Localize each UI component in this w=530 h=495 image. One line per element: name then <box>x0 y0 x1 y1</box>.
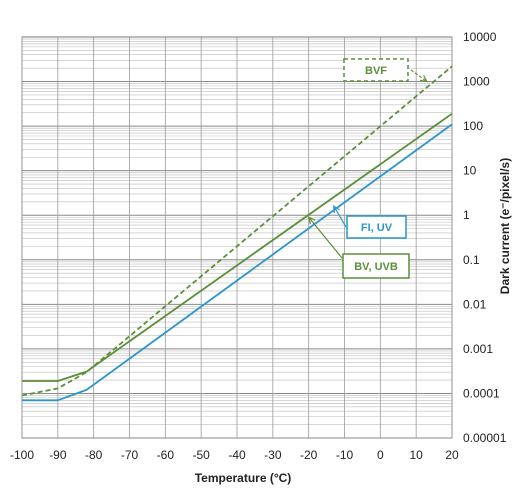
y-tick-label: 0.001 <box>463 342 493 356</box>
x-tick-labels: -100 -90 -80 -70 -60 -50 -40 -30 -20 -10 0 10 20 <box>10 448 459 462</box>
series-label-text: BV, UVB <box>354 261 398 273</box>
y-tick-label: 1000 <box>463 75 490 89</box>
x-tick-label: -80 <box>85 448 103 462</box>
label-arrow <box>308 216 343 259</box>
chart-series <box>21 65 453 402</box>
y-tick-label: 0.0001 <box>463 386 500 400</box>
x-tick-label: 20 <box>445 448 459 462</box>
y-axis-title: Dark current (e⁻/pixel/s) <box>498 158 512 294</box>
series-line <box>21 65 453 397</box>
x-tick-label: -60 <box>157 448 175 462</box>
arrow-head <box>307 216 316 225</box>
y-tick-label: 10000 <box>463 30 497 44</box>
y-tick-label: 1 <box>463 208 470 222</box>
y-tick-label: 100 <box>463 119 483 133</box>
series-line <box>22 112 453 382</box>
series-label-text: BVF <box>365 65 387 77</box>
label-arrow <box>410 69 428 83</box>
arrow-head <box>419 75 429 83</box>
x-tick-label: 10 <box>409 448 423 462</box>
x-tick-label: -100 <box>10 448 34 462</box>
label-arrow <box>333 205 347 228</box>
x-tick-label: -70 <box>121 448 139 462</box>
x-tick-label: -40 <box>228 448 246 462</box>
y-tick-label: 0.01 <box>463 297 487 311</box>
series-labels: BVF FI, UV BV, UVB <box>307 58 429 279</box>
x-tick-label: 0 <box>377 448 384 462</box>
x-tick-label: -20 <box>300 448 318 462</box>
arrow-head <box>333 204 340 214</box>
y-tick-label: 0.1 <box>463 253 480 267</box>
series-line <box>22 123 453 402</box>
x-axis-title: Temperature (°C) <box>195 471 292 485</box>
series-label: FI, UV <box>333 204 407 239</box>
series-label: BVF <box>343 58 429 83</box>
series-label: BV, UVB <box>307 216 410 279</box>
y-tick-label: 10 <box>463 164 477 178</box>
series-label-text: FI, UV <box>361 222 393 234</box>
y-tick-labels: 10000 1000 100 10 1 0.1 0.01 0.001 0.0001 0.00001 <box>463 30 507 445</box>
x-tick-label: -50 <box>192 448 210 462</box>
y-tick-label: 0.00001 <box>463 431 507 445</box>
x-tick-label: -10 <box>336 448 354 462</box>
x-tick-label: -90 <box>49 448 67 462</box>
x-tick-label: -30 <box>264 448 282 462</box>
